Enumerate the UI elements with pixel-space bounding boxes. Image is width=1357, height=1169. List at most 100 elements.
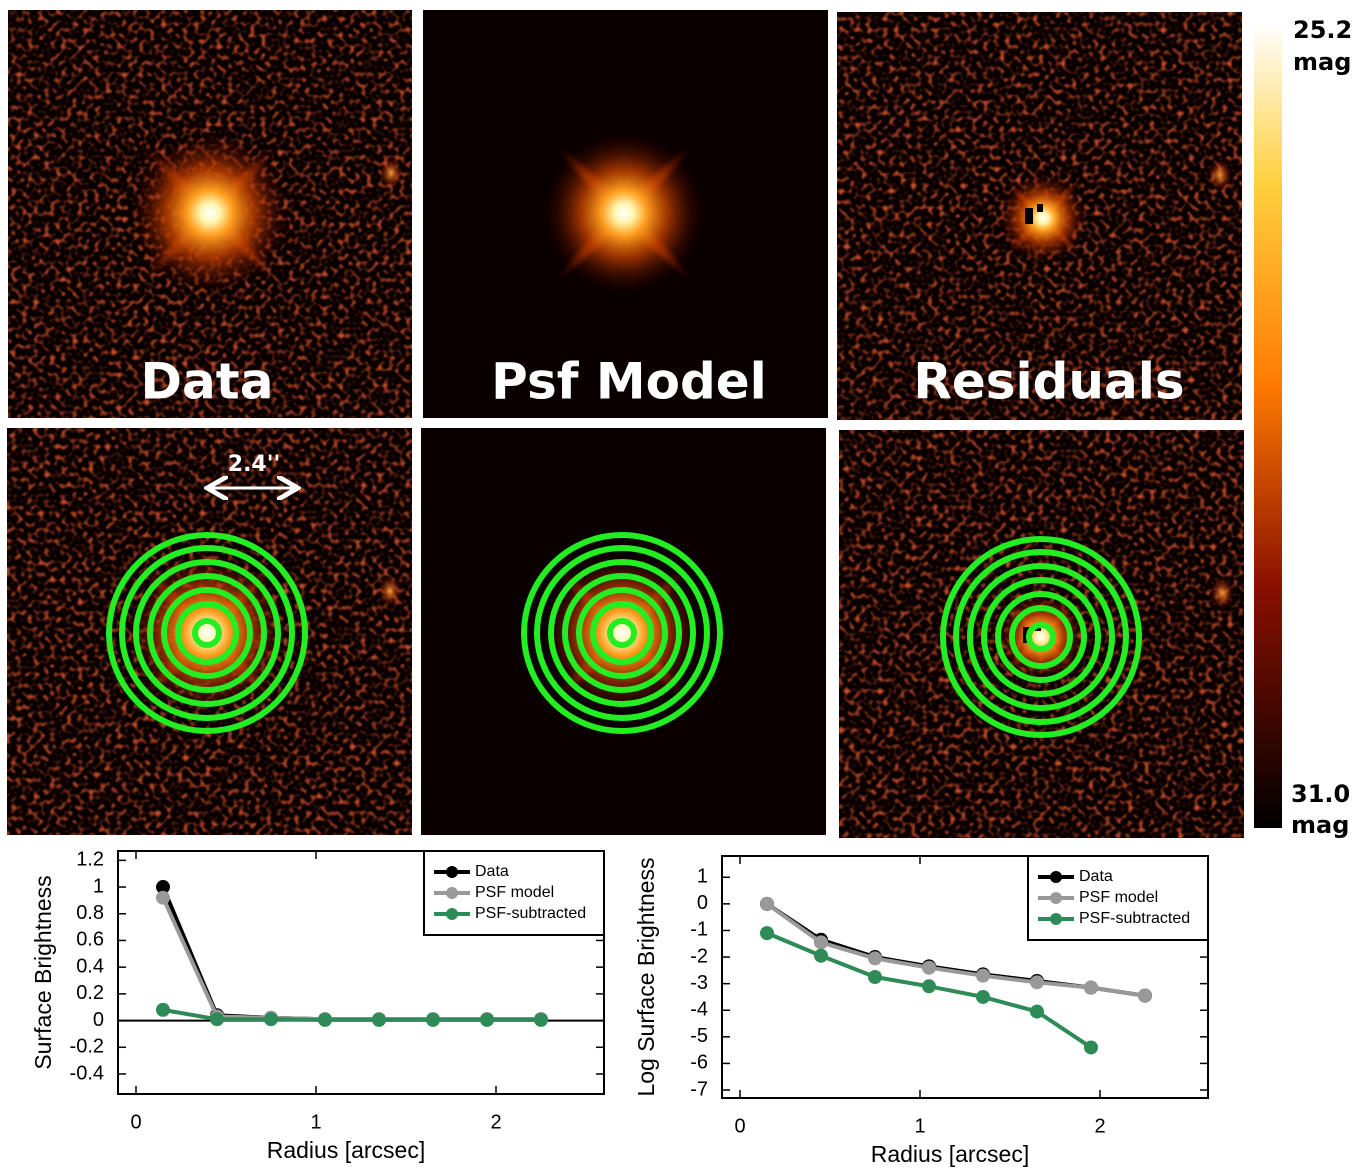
aperture-ring	[106, 532, 308, 734]
y-tick-label: 1	[697, 866, 708, 888]
x-tick-label: 0	[130, 1111, 141, 1133]
data-point	[210, 1012, 224, 1027]
legend-label: Data	[475, 863, 509, 880]
series-line	[765, 902, 1146, 998]
data-point	[1084, 1040, 1098, 1055]
panel-title: Residuals	[913, 353, 1184, 411]
aperture-ring	[562, 573, 682, 693]
star	[130, 133, 290, 293]
data-point	[868, 970, 882, 984]
legend-label: PSF model	[475, 884, 554, 901]
colorbar-label: mag	[1291, 811, 1349, 839]
y-tick-label: -0.4	[70, 1062, 104, 1084]
y-tick-label: 0.6	[76, 929, 104, 951]
y-tick-label: 1	[93, 875, 104, 897]
neighbor-source	[378, 575, 402, 607]
data-point	[318, 1012, 332, 1027]
legend-marker	[446, 887, 458, 899]
aperture-ring	[133, 559, 281, 707]
panel-title: Psf Model	[491, 353, 767, 411]
legend-label: PSF-subtracted	[1079, 910, 1190, 927]
y-axis-label: Surface Brightness	[30, 875, 56, 1069]
y-tick-label: 1.2	[76, 849, 104, 871]
data-point	[426, 1012, 440, 1027]
panel-title: Data	[141, 353, 274, 411]
aperture-ring	[1026, 622, 1056, 652]
y-tick-label: -2	[690, 945, 708, 967]
data-point	[814, 935, 828, 950]
data-point	[156, 880, 170, 895]
data-point	[976, 989, 990, 1004]
aperture-ring	[119, 545, 295, 721]
x-axis-label: Radius [arcsec]	[267, 1137, 426, 1163]
colorbar-label: mag	[1293, 48, 1351, 76]
legend-marker	[1050, 871, 1062, 883]
data-point	[480, 1012, 494, 1027]
aperture-ring	[981, 577, 1101, 697]
x-tick-label: 0	[734, 1115, 745, 1137]
data-point	[922, 960, 936, 975]
star	[544, 133, 704, 293]
residual-hole	[1025, 208, 1033, 224]
data-point	[156, 1002, 170, 1017]
neighbor-source	[1208, 159, 1232, 191]
data-point	[1138, 988, 1152, 1003]
colorbar-label: 25.2	[1293, 16, 1352, 44]
aperture-ring	[175, 601, 239, 665]
aperture-ring	[590, 601, 654, 665]
aperture-ring	[940, 536, 1142, 738]
star	[999, 174, 1087, 262]
x-tick-label: 1	[310, 1111, 321, 1133]
data-point	[814, 948, 828, 963]
aperture-ring	[967, 563, 1115, 711]
y-tick-label: 0.2	[76, 982, 104, 1004]
data-point	[922, 979, 936, 994]
residual-hole	[1037, 204, 1043, 212]
aperture-ring	[521, 532, 723, 734]
aperture-ring	[534, 545, 710, 721]
y-tick-label: 0.8	[76, 902, 104, 924]
x-axis-label: Radius [arcsec]	[871, 1141, 1030, 1167]
y-axis-label: Log Surface Brightness	[633, 857, 659, 1096]
y-tick-label: -5	[690, 1025, 708, 1047]
data-point	[264, 1012, 278, 1027]
y-tick-label: -6	[690, 1052, 708, 1074]
aperture-ring	[548, 559, 696, 707]
legend-marker	[1050, 892, 1062, 904]
data-point	[156, 890, 170, 905]
aperture-ring	[576, 587, 668, 679]
neighbor-source	[379, 157, 403, 189]
y-tick-label: -4	[690, 999, 708, 1021]
y-tick-label: -7	[690, 1078, 708, 1100]
legend-marker	[1050, 913, 1062, 925]
plot-frame	[721, 855, 1209, 1099]
aperture-ring	[607, 618, 637, 648]
aperture-ring	[192, 618, 222, 648]
colorbar	[1254, 22, 1282, 828]
y-tick-label: 0	[697, 892, 708, 914]
aperture-ring	[147, 573, 267, 693]
series-line	[162, 1007, 541, 1022]
data-point	[868, 951, 882, 966]
data-point	[1030, 975, 1044, 990]
x-tick-label: 2	[490, 1111, 501, 1133]
y-tick-label: 0	[93, 1009, 104, 1031]
data-point	[372, 1012, 386, 1027]
x-tick-label: 2	[1094, 1115, 1105, 1137]
legend-marker	[446, 866, 458, 878]
aperture-ring	[953, 549, 1129, 725]
y-tick-label: -3	[690, 972, 708, 994]
aperture-ring	[995, 591, 1087, 683]
legend-label: Data	[1079, 868, 1113, 885]
y-tick-label: -0.2	[70, 1036, 104, 1058]
legend-label: PSF model	[1079, 889, 1158, 906]
data-point	[534, 1012, 548, 1027]
neighbor-source	[1210, 577, 1234, 609]
plot-frame	[117, 850, 605, 1095]
data-point	[760, 896, 774, 911]
image-panels	[7, 10, 1244, 838]
aperture-ring	[161, 587, 253, 679]
data-point	[1030, 1004, 1044, 1019]
legend-marker	[446, 908, 458, 920]
